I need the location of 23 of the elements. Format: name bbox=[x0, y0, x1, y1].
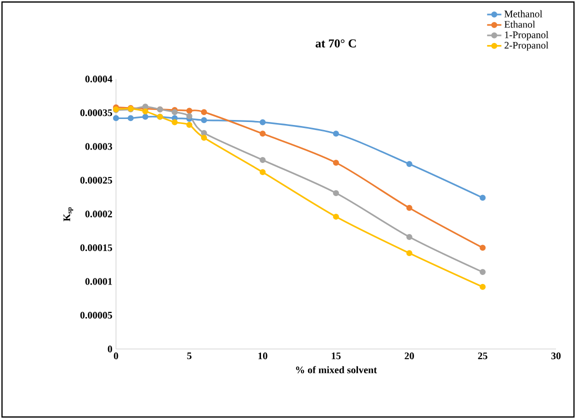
chart-title: at 70° C bbox=[316, 39, 356, 48]
x-tick-label: 15 bbox=[332, 352, 341, 360]
y-tick-label: 0.0004 bbox=[85, 76, 112, 82]
y-tick-label: 0.0001 bbox=[85, 278, 112, 285]
x-tick-label: 5 bbox=[187, 352, 192, 360]
y-axis-title: K$_{sp}$ bbox=[64, 207, 74, 222]
y-tick-label: 0.00015 bbox=[80, 244, 112, 252]
legend-label: Ethanol bbox=[504, 20, 536, 28]
x-tick-label: 0 bbox=[114, 352, 118, 360]
x-tick-label: 10 bbox=[258, 352, 268, 360]
y-tick-label: 0.00005 bbox=[80, 312, 112, 319]
legend-label: 1-Propanol bbox=[505, 31, 548, 40]
x-axis-title: % of mixed solvent bbox=[296, 366, 377, 374]
legend-label: Methanol bbox=[504, 10, 542, 18]
y-tick-label: 0 bbox=[108, 346, 112, 352]
x-tick-label: 30 bbox=[551, 352, 561, 360]
x-tick-label: 25 bbox=[478, 352, 488, 360]
y-tick-label: 0.00035 bbox=[80, 109, 112, 116]
x-tick-label: 20 bbox=[404, 352, 414, 360]
y-tick-label: 0.0003 bbox=[85, 143, 112, 150]
y-tick-label: 0.00025 bbox=[80, 176, 112, 184]
y-tick-label: 0.0002 bbox=[85, 210, 112, 218]
legend-label: 2-Propanol bbox=[504, 42, 548, 51]
